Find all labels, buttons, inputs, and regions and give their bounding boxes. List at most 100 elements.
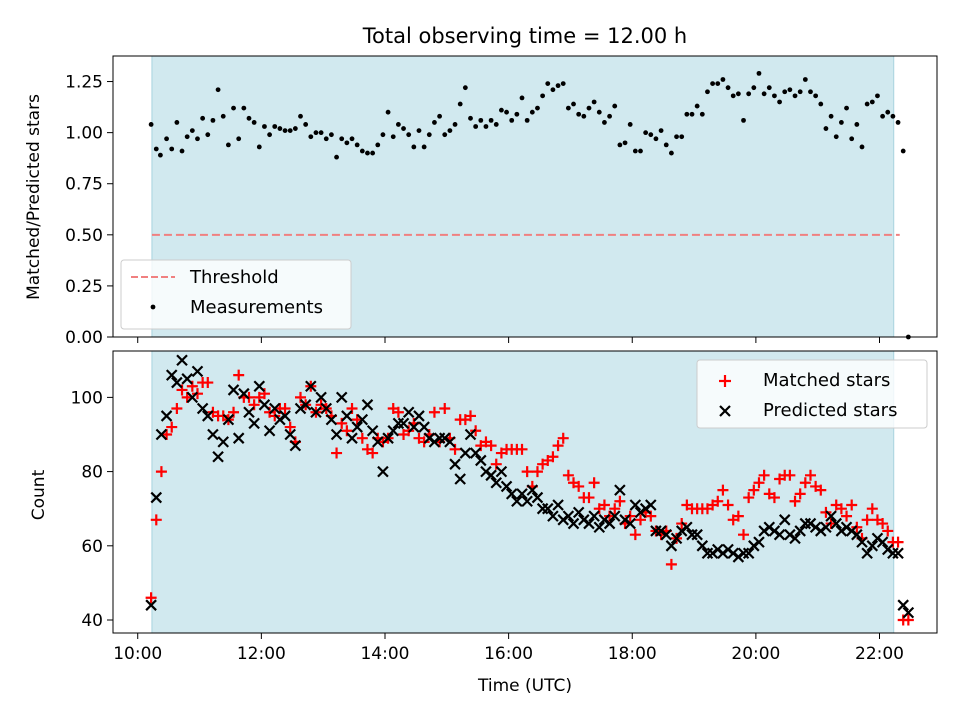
predicted-star-point: [356, 413, 369, 426]
measurement-point: [205, 132, 211, 138]
predicted-star-point: [670, 532, 683, 545]
measurement-point: [189, 128, 195, 133]
measurement-point: [313, 130, 319, 136]
predicted-star-point: [361, 399, 374, 411]
matched-star-point: [557, 432, 569, 444]
predicted-star-point: [753, 536, 765, 548]
measurement-point: [890, 113, 896, 119]
predicted-star-point: [299, 399, 312, 411]
bottom-y-tick-label: 100: [71, 388, 103, 408]
measurement-point: [607, 113, 612, 119]
predicted-star-point: [660, 528, 673, 541]
measurement-point: [323, 136, 329, 142]
measurement-point: [627, 122, 633, 127]
measurement-point: [797, 89, 803, 95]
matched-star-point: [634, 514, 646, 526]
predicted-star-point: [408, 421, 420, 433]
measurement-point: [684, 111, 690, 117]
measurement-point: [875, 93, 880, 99]
predicted-star-point: [459, 447, 472, 459]
top-legend-box: [120, 259, 352, 330]
measurement-point: [349, 136, 355, 142]
predicted-star-point: [892, 547, 904, 560]
predicted-star-point: [279, 410, 291, 422]
measurement-point: [462, 85, 468, 91]
predicted-star-point: [181, 373, 193, 385]
matched-star-point: [279, 403, 291, 415]
top-panel: 0.00 0.25 0.50 0.75 1.00 1.25 Matched/Predict…: [24, 55, 938, 348]
matched-star-point: [428, 406, 440, 418]
predicted-star-point: [490, 476, 503, 489]
measurement-point: [772, 93, 777, 99]
x-tick-label: 18:00: [608, 644, 657, 664]
measurement-point: [638, 148, 643, 154]
matched-star-point: [902, 614, 914, 626]
predicted-star-point: [521, 495, 533, 508]
top-y-tick-label: 0.50: [65, 226, 103, 246]
matched-star-point: [738, 529, 750, 541]
predicted-star-point: [212, 450, 224, 463]
measurement-point: [354, 142, 360, 148]
matched-star-point: [171, 403, 183, 415]
measurement-point: [272, 124, 278, 129]
measurement-point: [169, 146, 175, 152]
measurement-point: [432, 120, 437, 125]
measurement-point: [421, 144, 427, 150]
measurement-point: [756, 70, 762, 76]
measurement-point: [174, 120, 180, 125]
predicted-star-point: [825, 510, 837, 522]
measurement-point: [612, 103, 618, 109]
measurement-point: [823, 126, 829, 131]
measurement-point: [437, 113, 442, 119]
measurement-point: [488, 117, 494, 123]
predicted-star-point: [284, 428, 296, 441]
predicted-star-point: [547, 510, 559, 522]
predicted-star-point: [232, 432, 245, 444]
matched-star-point: [521, 466, 533, 478]
measurement-point: [457, 101, 463, 107]
measurement-point: [560, 81, 566, 86]
predicted-star-point: [454, 473, 466, 485]
measurement-point: [236, 136, 242, 142]
predicted-star-point: [541, 502, 554, 515]
measurement-point: [555, 83, 561, 89]
measurement-point: [195, 136, 200, 142]
matched-star-point: [547, 451, 559, 463]
measurement-point: [694, 103, 700, 109]
matched-star-point: [166, 421, 178, 433]
predicted-star-point: [475, 454, 487, 467]
measurement-point: [777, 99, 782, 105]
predicted-star-point: [377, 465, 389, 478]
measurement-point: [689, 111, 695, 117]
matched-star-point: [392, 406, 404, 418]
measurement-point: [792, 93, 798, 99]
measurement-point: [256, 144, 262, 150]
measurement-point: [164, 136, 169, 142]
predicted-star-point: [629, 499, 642, 511]
predicted-star-point: [608, 510, 621, 522]
measurement-point: [849, 136, 855, 142]
bottom-y-tick-label: 60: [81, 537, 103, 557]
measurement-point: [478, 117, 484, 123]
predicted-star-point: [531, 491, 544, 504]
predicted-star-point: [202, 410, 214, 422]
measurement-point: [818, 101, 824, 107]
measurement-point: [401, 126, 406, 131]
measurement-point: [885, 109, 891, 115]
measurement-point: [725, 85, 731, 91]
predicted-star-point: [222, 413, 235, 426]
measurement-point: [334, 154, 339, 160]
predicted-star-point: [310, 406, 322, 419]
measurement-point: [730, 93, 736, 99]
measurement-point: [576, 111, 582, 117]
matched-star-point: [794, 488, 806, 500]
matched-star-point: [145, 592, 157, 604]
matched-star-point: [202, 377, 214, 389]
matched-star-point: [614, 495, 626, 507]
predicted-star-point: [449, 458, 461, 470]
predicted-star-point: [500, 480, 513, 493]
predicted-star-point: [258, 399, 271, 411]
measurement-point: [220, 113, 226, 119]
matched-star-point: [284, 421, 296, 433]
